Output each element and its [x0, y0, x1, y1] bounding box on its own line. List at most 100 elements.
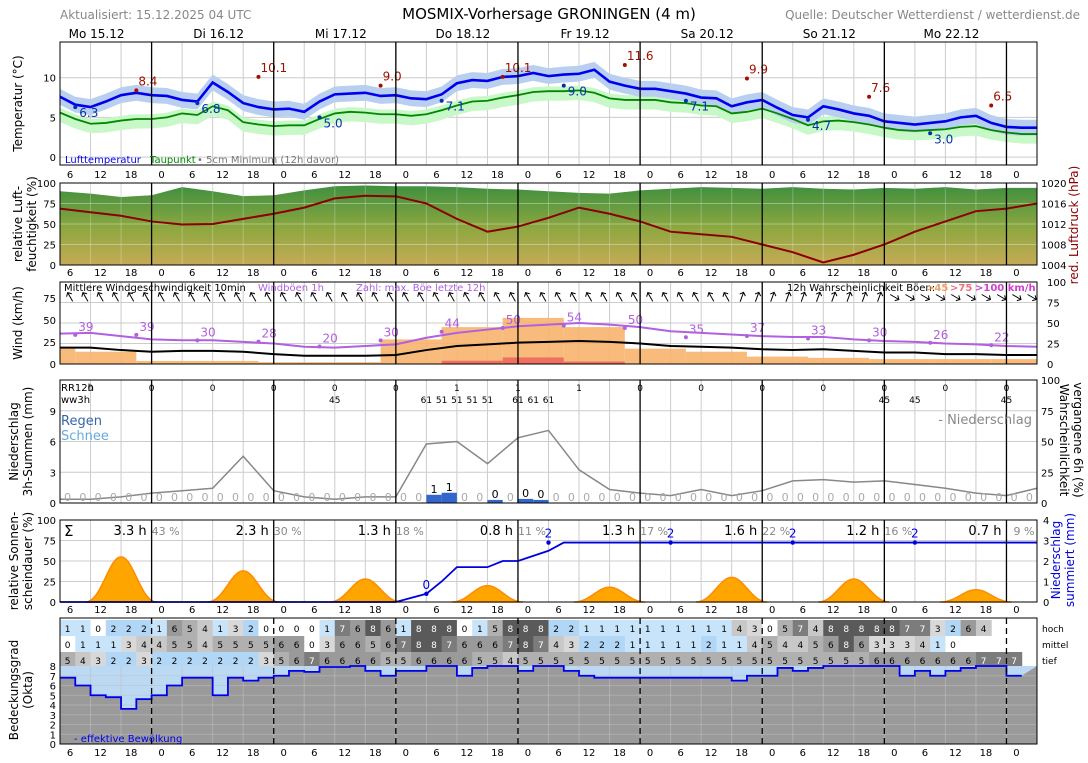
sunshine-area — [451, 584, 524, 603]
hour-tick-label: 12 — [827, 605, 840, 616]
updated-label: Aktualisiert: 15.12.2025 04 UTC — [60, 8, 251, 22]
hour-tick-label: 6 — [800, 170, 806, 181]
cloud-cell-value: 8 — [874, 625, 880, 635]
cloud-cell-value: 1 — [660, 641, 666, 651]
wind-line — [60, 340, 1037, 357]
y-tick-label-right: 0 — [1047, 360, 1053, 371]
cloud-cell-value: 1 — [721, 641, 727, 651]
gust-max-marker — [500, 326, 505, 331]
daily-sun-hours: 2.3 h — [236, 524, 269, 539]
precip-bar — [487, 499, 503, 503]
hour-tick-label: 18 — [125, 170, 138, 181]
y-tick-label-right: 1020 — [1041, 179, 1066, 190]
ww3h-value: 51 — [482, 396, 493, 406]
cloud-cell-value: 7 — [401, 641, 407, 651]
ww3h-value: 51 — [436, 396, 447, 406]
cloud-cell — [60, 636, 76, 652]
rr12h-label: RR12h — [61, 383, 94, 394]
cloud-cell — [685, 652, 702, 668]
cloud-cell — [838, 652, 855, 668]
cloud-cell — [243, 652, 259, 668]
cloud-cell-value: 2 — [156, 657, 162, 667]
hour-tick-label: 12 — [338, 605, 351, 616]
legend-p45: >45 — [926, 283, 948, 294]
gust-prob-75-bar — [441, 360, 503, 364]
cloud-cell — [243, 636, 259, 652]
hour-tick-label: 6 — [922, 170, 928, 181]
precip-value-label: 0 — [64, 491, 71, 504]
cloud-cell-value: 0 — [309, 641, 315, 651]
wind-direction-arrow — [1027, 294, 1037, 302]
y-tick-label-right: 0 — [1041, 499, 1047, 510]
hour-tick-label: 6 — [433, 268, 439, 279]
cloud-cell — [792, 636, 809, 652]
min-marker — [806, 117, 811, 122]
daily-sun-hours: 0.8 h — [480, 524, 513, 539]
cloud-cell-value: 6 — [355, 657, 361, 667]
cloud-cell-value: 5 — [767, 641, 773, 651]
cloud-cell-value: 5 — [385, 657, 391, 667]
cloud-cell-value: 1 — [95, 641, 101, 651]
hour-tick-label: 12 — [216, 170, 229, 181]
cloud-cell-value: 2 — [111, 657, 117, 667]
precip-value-label: 0 — [751, 491, 758, 504]
y-axis-label-right: Niederschlag — [1049, 521, 1063, 599]
cloud-cell — [731, 636, 748, 652]
cloud-cell-value: 1 — [584, 625, 590, 635]
precip-value-label: 0 — [202, 491, 209, 504]
cloud-cell-value: 6 — [340, 641, 346, 651]
legend-gust-prob: 12h Wahrscheinlichkeit Böen: — [787, 283, 935, 294]
cloud-cell — [350, 620, 366, 636]
precip-sum-marker — [790, 540, 795, 545]
y-tick-label-right: 4 — [1043, 516, 1049, 527]
cloud-cell — [517, 620, 534, 636]
max-marker — [622, 63, 627, 68]
cloud-cell-value: 5 — [65, 657, 71, 667]
cloud-cell — [273, 652, 290, 668]
cloud-cell — [212, 620, 229, 636]
gust-max-marker — [622, 326, 627, 331]
precip-value-label: 0 — [369, 491, 376, 504]
cloud-cell-value: 2 — [126, 625, 132, 635]
cloud-cell-value: 3 — [889, 641, 895, 651]
y-tick-label: 4 — [50, 701, 56, 712]
hour-tick-label: 0 — [769, 605, 775, 616]
wind-direction-arrow — [478, 292, 486, 302]
cloud-cell — [930, 636, 946, 652]
hour-tick-label: 0 — [1013, 170, 1019, 181]
cloud-cell — [884, 636, 901, 652]
cloud-cell-value: 1 — [645, 641, 651, 651]
cloud-cell — [594, 620, 611, 636]
wind-direction-arrow — [831, 291, 838, 302]
cloud-cell — [75, 620, 92, 636]
cloud-cell-value: 5 — [675, 657, 681, 667]
precip-value-label: 0 — [934, 491, 941, 504]
wind-direction-arrow — [770, 291, 777, 302]
cloud-cell-value: 5 — [492, 625, 498, 635]
hour-tick-label: 6 — [922, 605, 928, 616]
hour-tick-label: 0 — [891, 748, 897, 759]
cloud-cell-value: 5 — [172, 641, 178, 651]
gust-max-label: 39 — [139, 320, 154, 334]
cloud-cell-value: 4 — [80, 657, 86, 667]
cloud-cell — [914, 636, 931, 652]
hour-tick-label: 18 — [980, 170, 993, 181]
wind-direction-arrow — [371, 292, 379, 302]
cloud-cell-value: 1 — [691, 625, 697, 635]
cloud-cell — [548, 620, 565, 636]
wind-direction-arrow — [676, 292, 684, 302]
cloud-cell — [227, 620, 244, 636]
min-marker — [928, 131, 933, 136]
precip-sum-label: 0 — [423, 578, 431, 592]
cloud-cell — [701, 620, 717, 636]
hour-tick-label: 0 — [281, 268, 287, 279]
cloud-cell-value: 1 — [691, 641, 697, 651]
cloud-cell-value: 8 — [507, 625, 513, 635]
precip-value-label: 0 — [263, 491, 270, 504]
hour-tick-label: 12 — [705, 268, 718, 279]
cloud-cell-value: 5 — [370, 641, 376, 651]
cloud-cell — [869, 636, 885, 652]
hour-tick-label: 0 — [403, 605, 409, 616]
cloud-cell-value: 1 — [217, 625, 223, 635]
wind-direction-arrow — [707, 292, 715, 302]
